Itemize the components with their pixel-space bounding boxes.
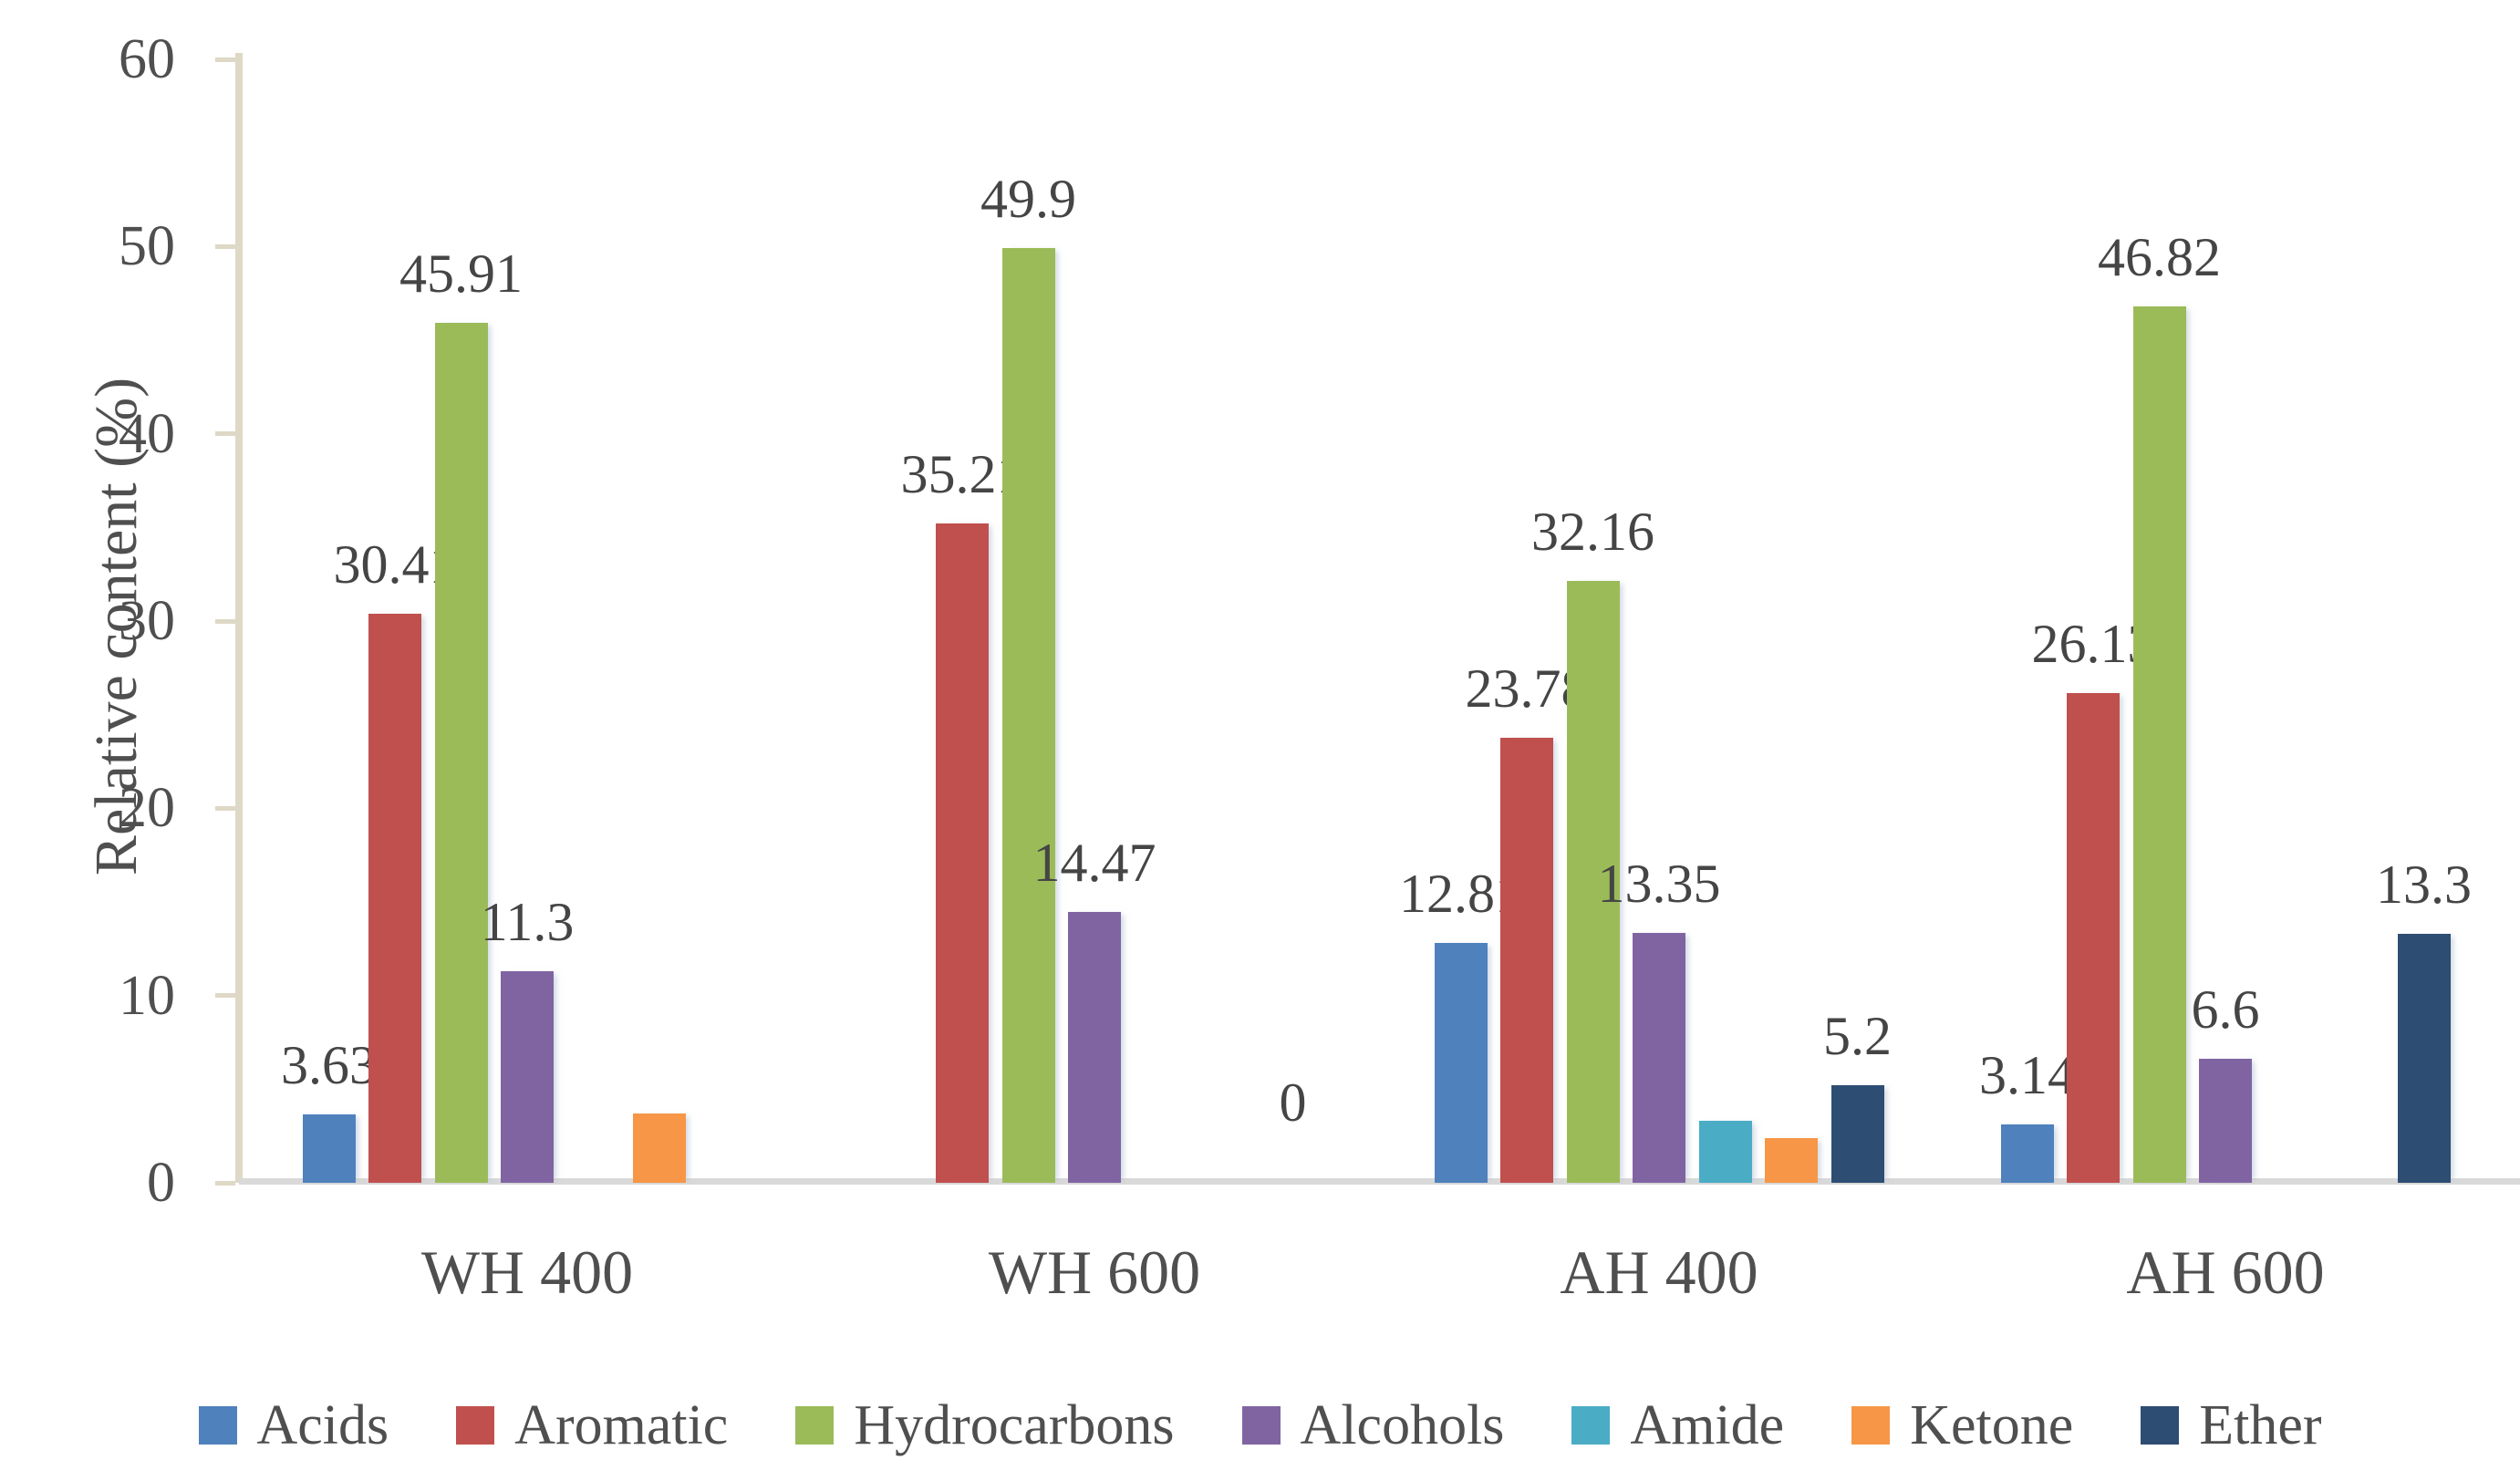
legend-swatch-hydrocarbons [795, 1406, 835, 1445]
legend-swatch-ether [2141, 1406, 2180, 1445]
bar-hydrocarbons-ah-600 [2132, 306, 2186, 1183]
bar-hydrocarbons-wh-400 [434, 323, 488, 1183]
bar-ether-ah-600 [2397, 933, 2451, 1183]
y-axis-tick-label: 60 [119, 28, 175, 90]
legend-swatch-aromatic [456, 1406, 495, 1445]
data-label: 35.21 [900, 444, 1024, 505]
legend-item-ketone: Ketone [1851, 1390, 2073, 1461]
legend-label: Aromatic [514, 1394, 729, 1456]
category-label: WH 600 [988, 1238, 1201, 1307]
bar-acids-wh-400 [302, 1114, 356, 1183]
legend-label: Amide [1630, 1394, 1785, 1456]
y-axis-tick [215, 618, 235, 624]
data-label: 26.13 [2031, 614, 2155, 675]
data-label: 3.63 [281, 1035, 377, 1096]
legend-item-aromatic: Aromatic [456, 1390, 728, 1461]
category-label: WH 400 [420, 1238, 634, 1307]
data-label: 49.9 [980, 169, 1076, 230]
legend-label: Acids [256, 1394, 389, 1456]
legend-swatch-alcohols [1241, 1406, 1281, 1445]
legend-item-hydrocarbons: Hydrocarbons [795, 1390, 1175, 1461]
bar-aromatic-ah-600 [2067, 693, 2120, 1183]
y-axis-tick [215, 1180, 235, 1186]
legend-item-ether: Ether [2141, 1390, 2321, 1461]
bar-acids-ah-600 [2000, 1124, 2054, 1183]
bar-ketone-wh-400 [633, 1113, 686, 1183]
bar-alcohols-wh-600 [1068, 911, 1121, 1183]
y-axis-tick [215, 57, 235, 62]
bar-ether-ah-400 [1830, 1085, 1884, 1183]
category-label: AH 600 [2126, 1238, 2325, 1307]
legend-label: Ether [2199, 1394, 2322, 1456]
y-axis-line [235, 53, 243, 1183]
legend-label: Hydrocarbons [854, 1394, 1175, 1456]
y-axis-tick [215, 431, 235, 437]
bar-aromatic-ah-400 [1500, 737, 1553, 1183]
legend-swatch-ketone [1851, 1406, 1891, 1445]
y-axis-tick [215, 805, 235, 811]
bar-alcohols-ah-400 [1633, 932, 1685, 1183]
y-axis-tick [215, 243, 235, 249]
legend-item-alcohols: Alcohols [1241, 1390, 1505, 1461]
category-label: AH 400 [1560, 1238, 1758, 1307]
legend-label: Ketone [1910, 1394, 2074, 1456]
data-label: 5.2 [1823, 1006, 1892, 1067]
data-label: 32.16 [1531, 501, 1654, 562]
data-label: 6.6 [2191, 979, 2260, 1041]
data-label: 0 [1279, 1072, 1307, 1133]
data-label: 46.82 [2098, 226, 2221, 287]
bar-hydrocarbons-ah-400 [1566, 580, 1620, 1183]
bar-aromatic-wh-400 [368, 613, 421, 1183]
y-axis-tick-label: 0 [147, 1152, 175, 1214]
y-axis-tick [215, 993, 235, 999]
data-label: 13.35 [1597, 853, 1721, 914]
y-axis-tick-label: 20 [119, 777, 175, 840]
legend-item-acids: Acids [198, 1390, 389, 1461]
bar-ketone-ah-400 [1765, 1137, 1818, 1183]
legend-swatch-amide [1571, 1406, 1611, 1445]
data-label: 14.47 [1032, 832, 1156, 893]
y-axis-tick-label: 50 [119, 215, 175, 278]
legend-swatch-acids [198, 1406, 237, 1445]
y-axis-tick-label: 30 [119, 590, 175, 652]
data-label: 30.41 [333, 533, 457, 595]
data-label: 3.14 [1979, 1044, 2075, 1105]
bar-amide-ah-400 [1698, 1121, 1752, 1183]
legend-label: Alcohols [1300, 1394, 1505, 1456]
data-label: 11.3 [480, 891, 575, 952]
legend: Acids Aromatic Hydrocarbons Alcohols Amide Ke… [0, 1390, 2520, 1461]
data-label: 23.78 [1465, 658, 1589, 719]
bar-alcohols-ah-600 [2199, 1059, 2252, 1183]
bar-acids-ah-400 [1434, 942, 1488, 1183]
bar-alcohols-wh-400 [501, 970, 554, 1183]
data-label: 13.3 [2376, 854, 2472, 915]
bar-hydrocarbons-wh-600 [1001, 248, 1055, 1183]
legend-item-amide: Amide [1571, 1390, 1784, 1461]
y-axis-tick-label: 10 [119, 964, 175, 1027]
x-axis-line [239, 1178, 2520, 1185]
data-label: 45.91 [399, 243, 523, 305]
bar-aromatic-wh-600 [936, 523, 989, 1183]
y-axis-tick-label: 40 [119, 402, 175, 465]
